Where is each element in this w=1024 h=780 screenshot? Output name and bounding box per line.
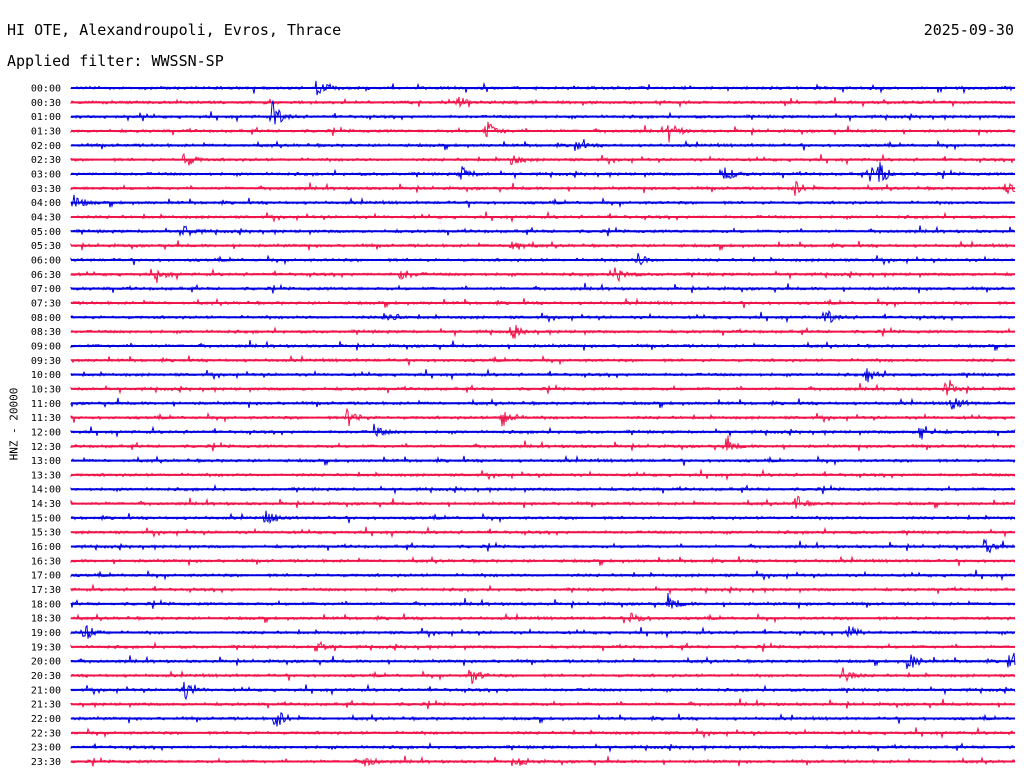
row-time-label: 21:30: [31, 700, 61, 711]
row-time-label: 13:00: [31, 456, 61, 467]
station-title: HI OTE, Alexandroupoli, Evros, Thrace: [7, 21, 342, 39]
seismic-trace: [70, 592, 1016, 609]
seismic-trace: [70, 121, 1016, 143]
row-time-label: 07:00: [31, 284, 61, 295]
row-time-label: 14:00: [31, 485, 61, 496]
seismic-trace: [70, 379, 1016, 396]
row-time-label: 23:00: [31, 743, 61, 754]
row-time-label: 22:30: [31, 728, 61, 739]
row-time-label: 00:00: [31, 84, 61, 95]
row-time-label: 04:30: [31, 212, 61, 223]
row-time-label: 01:30: [31, 126, 61, 137]
seismic-trace: [70, 495, 1016, 510]
row-time-label: 11:00: [31, 399, 61, 410]
row-time-label: 03:00: [31, 169, 61, 180]
row-time-label: 20:00: [31, 657, 61, 668]
row-time-label: 06:00: [31, 255, 61, 266]
row-time-label: 21:00: [31, 685, 61, 696]
row-time-label: 17:00: [31, 571, 61, 582]
row-time-label: 17:30: [31, 585, 61, 596]
seismic-trace: [70, 510, 1016, 525]
row-time-label: 07:30: [31, 298, 61, 309]
row-time-label: 09:30: [31, 356, 61, 367]
row-time-label: 18:30: [31, 614, 61, 625]
row-time-label: 10:00: [31, 370, 61, 381]
row-time-label: 12:30: [31, 442, 61, 453]
row-time-label: 08:30: [31, 327, 61, 338]
row-time-label: 04:00: [31, 198, 61, 209]
row-time-label: 08:00: [31, 313, 61, 324]
row-time-label: 19:30: [31, 642, 61, 653]
row-time-label: 09:00: [31, 341, 61, 352]
row-time-label: 16:00: [31, 542, 61, 553]
seismic-trace: [70, 194, 1016, 209]
row-time-label: 15:00: [31, 513, 61, 524]
row-time-label: 19:00: [31, 628, 61, 639]
row-time-label: 14:30: [31, 499, 61, 510]
row-time-label: 23:30: [31, 757, 61, 768]
row-time-label: 03:30: [31, 184, 61, 195]
row-time-label: 15:30: [31, 528, 61, 539]
row-time-label: 05:30: [31, 241, 61, 252]
row-time-label: 13:30: [31, 470, 61, 481]
seismic-trace: [70, 435, 1016, 452]
row-time-label: 01:00: [31, 112, 61, 123]
row-time-label: 12:00: [31, 427, 61, 438]
row-time-label: 05:00: [31, 227, 61, 238]
row-time-label: 02:30: [31, 155, 61, 166]
row-time-label: 20:30: [31, 671, 61, 682]
row-time-label: 18:00: [31, 599, 61, 610]
seismic-trace: [70, 162, 1016, 182]
seismic-trace: [70, 100, 1016, 125]
row-time-label: 16:30: [31, 556, 61, 567]
row-time-label: 06:30: [31, 270, 61, 281]
seismic-trace: [70, 712, 1016, 727]
row-time-label: 11:30: [31, 413, 61, 424]
filter-label: Applied filter: WWSSN-SP: [7, 52, 224, 70]
row-time-label: 00:30: [31, 98, 61, 109]
row-time-label: 10:30: [31, 384, 61, 395]
date-label: 2025-09-30: [923, 21, 1014, 39]
row-time-label: 22:00: [31, 714, 61, 725]
row-time-label: 02:00: [31, 141, 61, 152]
